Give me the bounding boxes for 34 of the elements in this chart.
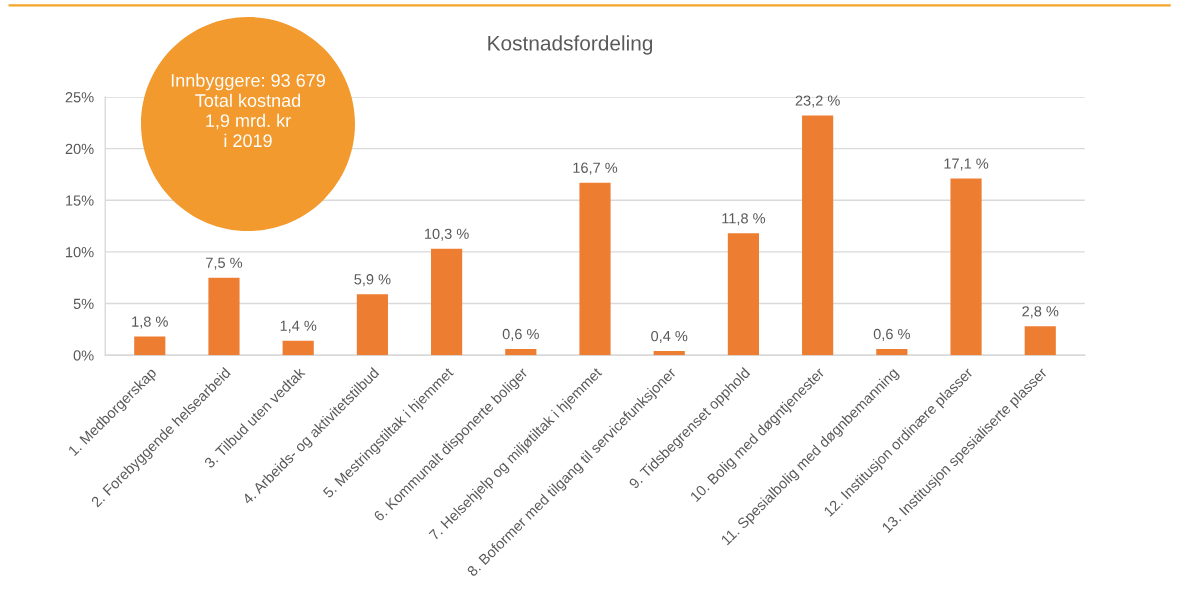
- bar: [208, 277, 240, 356]
- data-label: 5,9 %: [354, 274, 391, 287]
- data-label: 0,4 %: [651, 330, 688, 343]
- bar: [876, 349, 908, 356]
- data-label: 2,8 %: [1022, 306, 1059, 319]
- data-label: 0,6 %: [873, 328, 910, 341]
- bar: [134, 336, 166, 356]
- y-tick-label: 25%: [65, 92, 94, 103]
- chart-title: Kostnadsfordeling: [488, 35, 653, 55]
- bar: [727, 233, 760, 356]
- annotation: Innbyggere: 93 679 Total kostnad 1,9 mrd. kr i 2019: [171, 73, 325, 148]
- y-tick-label: 10%: [66, 247, 94, 258]
- bar: [356, 294, 388, 356]
- data-label: 1,4 %: [280, 320, 317, 333]
- bar: [653, 351, 685, 356]
- data-label: 10,3 %: [425, 228, 469, 241]
- bar: [950, 178, 982, 356]
- data-label: 11,8 %: [722, 213, 766, 226]
- y-tick-label: 20%: [65, 143, 94, 155]
- y-tick-label: 0%: [73, 350, 94, 361]
- data-label: 17,1 %: [944, 158, 989, 171]
- data-label: 0,6 %: [502, 328, 539, 341]
- bar: [505, 349, 537, 356]
- bar: [802, 115, 834, 356]
- data-label: 1,8 %: [132, 316, 168, 329]
- y-tick-label: 5%: [73, 298, 94, 309]
- bar: [282, 340, 314, 356]
- data-label: 16,7 %: [573, 162, 618, 175]
- bar: [431, 248, 463, 356]
- bar: [1024, 326, 1056, 356]
- bar: [579, 182, 611, 356]
- y-tick-label: 15%: [66, 195, 94, 206]
- data-label: 7,5 %: [206, 257, 243, 270]
- data-label: 23,2 %: [795, 95, 840, 108]
